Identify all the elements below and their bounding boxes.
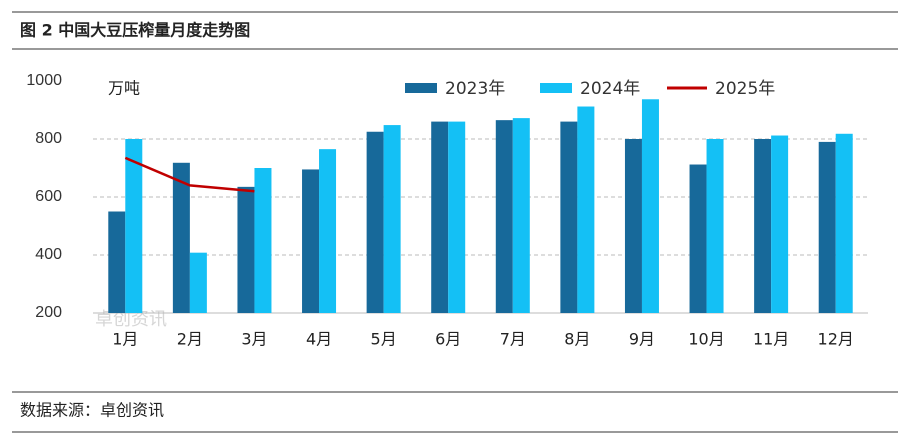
- x-tick-label: 7月: [500, 330, 526, 349]
- chart-title: 图 2 中国大豆压榨量月度走势图: [20, 21, 250, 40]
- bar: [818, 141, 836, 313]
- y-tick-label: 800: [35, 130, 62, 147]
- x-tick-label: 3月: [241, 330, 267, 349]
- legend-label: 2023年: [445, 79, 505, 99]
- bar: [189, 252, 207, 313]
- x-tick-label: 10月: [688, 330, 724, 349]
- x-tick-label: 12月: [818, 330, 854, 349]
- y-tick-label: 400: [35, 246, 62, 263]
- bar: [495, 120, 513, 314]
- bar: [254, 168, 272, 313]
- bar: [689, 164, 707, 313]
- bar: [512, 118, 530, 314]
- watermark: 卓创资讯: [95, 309, 167, 330]
- bar: [448, 121, 466, 313]
- x-tick-label: 1月: [112, 330, 138, 349]
- x-tick-label: 4月: [306, 330, 332, 349]
- y-tick-label: 200: [35, 304, 62, 321]
- bar: [771, 135, 789, 313]
- legend-swatch: [540, 83, 572, 93]
- bar: [383, 125, 401, 313]
- legend-label: 2024年: [580, 79, 640, 99]
- x-tick-label: 2月: [177, 330, 203, 349]
- bar: [108, 211, 126, 313]
- bar: [560, 121, 578, 313]
- x-tick-label: 6月: [435, 330, 461, 349]
- x-tick-label: 8月: [564, 330, 590, 349]
- bar: [624, 139, 642, 313]
- bar: [754, 139, 772, 313]
- x-tick-label: 5月: [371, 330, 397, 349]
- bar: [125, 139, 143, 313]
- bar: [431, 121, 449, 313]
- y-tick-label: 1000: [26, 72, 62, 89]
- bar: [835, 133, 853, 313]
- bar: [366, 131, 384, 313]
- bar: [641, 99, 659, 314]
- bar: [237, 186, 255, 313]
- legend-swatch: [405, 83, 437, 93]
- unit-label: 万吨: [108, 79, 140, 98]
- bar: [319, 149, 337, 313]
- x-tick-label: 11月: [753, 330, 789, 349]
- source: 数据来源：卓创资讯: [20, 401, 164, 420]
- bar: [302, 169, 320, 313]
- bar: [172, 162, 190, 313]
- line: [124, 156, 255, 193]
- bar: [706, 139, 724, 313]
- y-tick-label: 600: [35, 188, 62, 205]
- legend-label: 2025年: [715, 79, 775, 99]
- x-tick-label: 9月: [629, 330, 655, 349]
- bar: [577, 106, 595, 314]
